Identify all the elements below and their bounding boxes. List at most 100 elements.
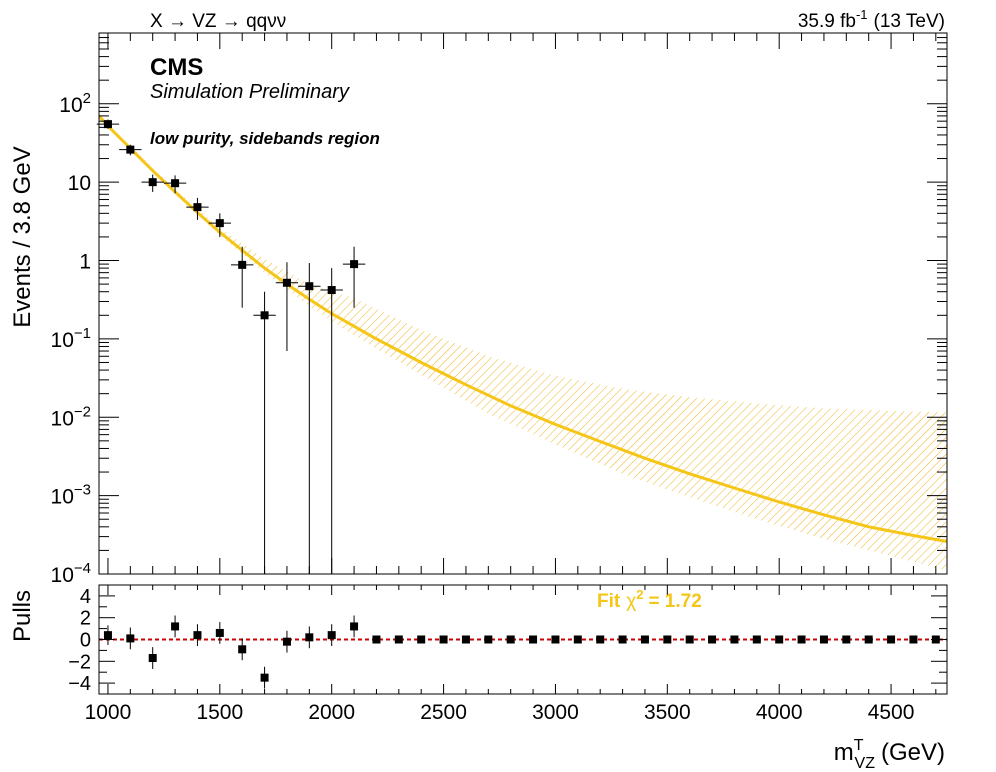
data-point: [163, 175, 187, 194]
data-point: [186, 197, 209, 220]
pull-point: [708, 635, 717, 644]
lumi-value: 35.9 fb: [798, 11, 856, 32]
cms-label: CMS: [150, 54, 203, 81]
fit-curve-group: [99, 114, 947, 543]
data-point-marker: [305, 282, 314, 291]
y-tick-label-base: 1: [79, 251, 91, 274]
pull-point: [618, 635, 627, 644]
lumi-label: 35.9 fb-1 (13 TeV): [798, 7, 945, 32]
pull-point-marker: [864, 635, 873, 644]
pull-point-marker: [103, 631, 112, 640]
data-point: [119, 144, 142, 156]
pull-point: [171, 615, 180, 638]
pull-point: [640, 635, 649, 644]
pull-point: [775, 635, 784, 644]
data-point: [298, 262, 321, 574]
data-point: [253, 291, 276, 574]
pull-point: [819, 635, 828, 644]
pull-point-marker: [506, 635, 515, 644]
x-tick-label: 2500: [420, 701, 467, 724]
y-tick-label-base: 10: [51, 564, 74, 587]
data-point-marker: [103, 120, 112, 129]
pull-point-marker: [260, 673, 269, 682]
x-tick-label: 3500: [644, 701, 691, 724]
x-axis-sup: T: [854, 737, 864, 754]
pull-point-marker: [618, 635, 627, 644]
y-tick-label-base: 10: [68, 172, 91, 195]
uncertainty-band: [130, 145, 947, 571]
pull-point: [506, 635, 515, 644]
pull-point: [305, 626, 314, 649]
y-tick-label-base: 10: [51, 329, 74, 352]
x-tick-label: 4000: [756, 701, 803, 724]
data-point-marker: [126, 145, 135, 154]
pull-point: [752, 635, 761, 644]
pull-point-marker: [752, 635, 761, 644]
pull-point: [730, 635, 739, 644]
data-point: [231, 246, 254, 308]
process-label: X → VZ → qqνν: [150, 11, 286, 32]
y-axis-title: Events / 3.8 GeV: [9, 146, 36, 327]
x-tick-label: 1500: [196, 701, 243, 724]
lumi-exponent: -1: [856, 7, 868, 22]
data-point-marker: [148, 178, 157, 187]
y-tick-label-exp: −4: [74, 560, 91, 577]
pull-point: [887, 635, 896, 644]
pull-point-marker: [640, 635, 649, 644]
y-tick-label-base: 10: [51, 486, 74, 509]
pull-point: [439, 635, 448, 644]
pull-point-marker: [551, 635, 560, 644]
data-point-marker: [238, 260, 247, 269]
pull-point: [484, 635, 493, 644]
pull-point-marker: [529, 635, 538, 644]
pull-point-marker: [663, 635, 672, 644]
simulation-label: Simulation Preliminary: [150, 81, 350, 103]
pull-point: [193, 624, 202, 647]
y-tick-label: 10−4: [51, 560, 91, 587]
x-tick-label: 1000: [85, 701, 132, 724]
chi-symbol: χ: [626, 591, 636, 612]
pull-point: [596, 635, 605, 644]
data-point: [342, 246, 366, 308]
pull-point: [529, 635, 538, 644]
pull-point-marker: [596, 635, 605, 644]
pull-point: [372, 635, 381, 644]
data-points: [96, 119, 366, 574]
pull-point-marker: [238, 645, 247, 654]
pull-point-marker: [350, 622, 359, 631]
x-tick-label: 4500: [868, 701, 915, 724]
fit-chi2-label: Fit χ2 = 1.72: [597, 587, 702, 612]
y-tick-label-base: 10: [51, 407, 74, 430]
pull-point: [126, 627, 135, 650]
fit-curve: [99, 114, 947, 543]
pull-point-marker: [573, 635, 582, 644]
x-tick-label: 3000: [532, 701, 579, 724]
pull-point: [394, 635, 403, 644]
data-point-marker: [215, 219, 224, 228]
pull-y-tick-label: 2: [80, 608, 91, 630]
pull-point: [148, 647, 157, 669]
uncertainty-band-area: [130, 145, 947, 571]
energy-label: (13 TeV): [874, 11, 945, 32]
data-point-marker: [193, 203, 202, 212]
pull-point: [685, 635, 694, 644]
y-tick-label-exp: −1: [74, 325, 91, 342]
y-tick-label: 10−3: [51, 482, 91, 509]
pull-points: [103, 615, 940, 689]
pull-point-marker: [215, 628, 224, 637]
pull-point: [215, 622, 224, 644]
pull-point: [663, 635, 672, 644]
pull-y-tick-label: −4: [68, 673, 91, 695]
pull-point: [909, 635, 918, 644]
pull-point: [350, 615, 359, 638]
pull-y-tick-label: 4: [80, 586, 91, 608]
x-axis-title: mT VZ (GeV): [834, 737, 945, 772]
x-axis-unit: (GeV): [881, 739, 945, 766]
pull-point-marker: [282, 637, 291, 646]
pull-point-marker: [842, 635, 851, 644]
pull-point: [238, 638, 247, 661]
chi-exponent: 2: [636, 587, 643, 602]
pull-point: [327, 624, 336, 647]
pull-point-marker: [484, 635, 493, 644]
